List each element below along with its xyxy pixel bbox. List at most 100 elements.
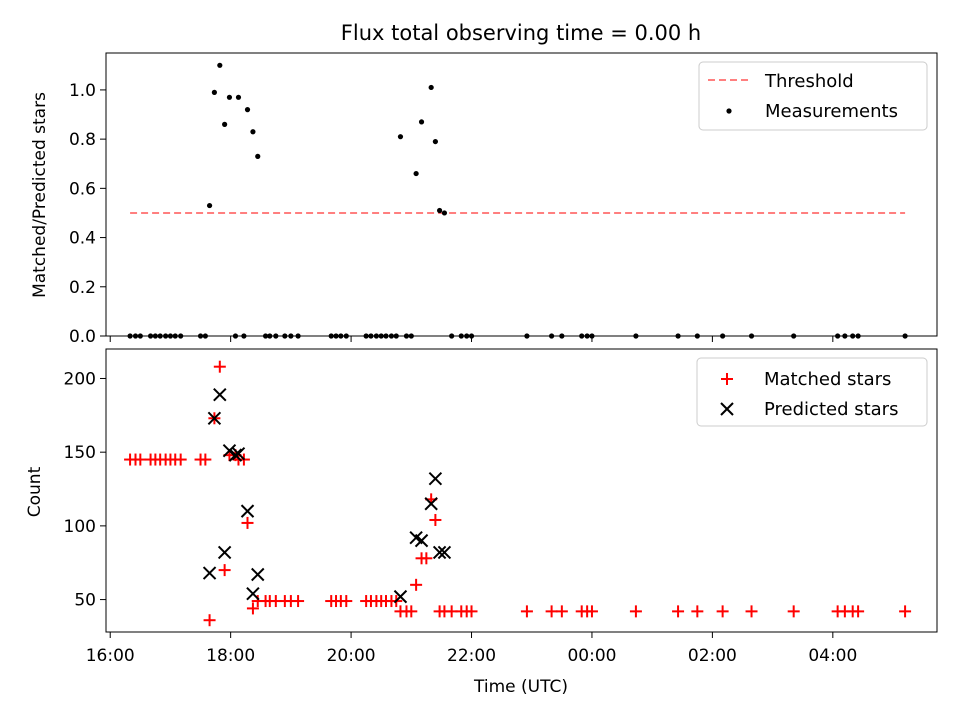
bottom-x-ticks: 16:00 18:00 20:00 22:00 00:00 02:00 04:00 [86, 632, 857, 666]
x-tick-label: 18:00 [206, 646, 255, 666]
y-tick-label: 150 [64, 443, 96, 463]
matched-star-point [241, 516, 254, 529]
top-legend: Threshold Measurements [698, 61, 928, 131]
measurement-point [250, 129, 256, 135]
matched-star-point [199, 453, 212, 466]
predicted-star-point [251, 567, 265, 582]
predicted-star-point [428, 472, 443, 486]
x-tick-label: 20:00 [327, 646, 376, 666]
bottom-y-axis-label: Count [25, 466, 45, 517]
y-tick-label: 100 [64, 517, 96, 537]
predicted-star-point [202, 566, 217, 580]
y-tick-label: 200 [64, 369, 96, 389]
matched-star-point [174, 453, 187, 466]
y-tick-label: 0.8 [69, 130, 96, 150]
legend-measurements-marker [726, 108, 732, 114]
matched-star-point [629, 605, 642, 618]
measurement-point [432, 138, 438, 145]
matched-star-point [899, 605, 912, 618]
predicted-star-point [217, 545, 232, 560]
measurement-point [211, 89, 217, 95]
measurement-point [397, 134, 404, 140]
measurement-point [441, 210, 448, 216]
predicted-star-point [228, 448, 243, 462]
top-axes-frame [105, 52, 938, 337]
measurement-point [235, 94, 242, 100]
matched-star-point [218, 564, 231, 577]
matched-star-point [405, 605, 418, 618]
matched-star-point [852, 605, 865, 618]
axes-top: 0.0 0.2 0.4 0.6 0.8 1.0 Matched/Predicted sta… [30, 52, 938, 347]
measurement-point [418, 119, 425, 125]
matched-star-point [555, 605, 568, 618]
matched-star-point [691, 605, 704, 618]
top-y-axis-label: Matched/Predicted stars [30, 92, 50, 298]
measurement-point [206, 202, 213, 209]
measurement-point [437, 207, 443, 214]
axes-bottom: 50 100 150 200 16:00 18:00 20:00 22:00 00:00 02:… [25, 348, 938, 697]
matched-star-point [745, 605, 758, 618]
y-tick-label: 0.4 [69, 229, 96, 249]
matched-star-point [672, 605, 685, 618]
x-tick-label: 00:00 [567, 646, 616, 666]
bottom-y-ticks: 50 100 150 200 [64, 369, 106, 611]
measurement-point [217, 62, 223, 68]
top-legend-box [698, 61, 928, 131]
matched-star-point [465, 605, 478, 618]
matched-star-point [520, 605, 533, 618]
x-tick-label: 22:00 [447, 646, 496, 666]
matched-star-point [585, 605, 598, 618]
y-tick-label: 0.0 [69, 327, 96, 347]
measurement-point [255, 153, 261, 159]
y-tick-label: 0.6 [69, 179, 96, 199]
legend-measurements-label: Measurements [765, 101, 898, 122]
bottom-axes-frame [105, 348, 938, 633]
predicted-star-point [213, 387, 227, 402]
predicted-star-point [246, 586, 260, 601]
matched-star-point [410, 578, 423, 591]
legend-predicted-label: Predicted stars [764, 399, 898, 420]
matched-star-point [203, 614, 216, 627]
top-y-ticks: 0.0 0.2 0.4 0.6 0.8 1.0 [69, 81, 106, 347]
matched-star-point [292, 595, 305, 608]
bottom-plot-area [124, 360, 912, 627]
measurement-point [222, 121, 228, 127]
matched-star-point [787, 605, 800, 618]
bottom-legend: Matched stars Predicted stars [696, 357, 928, 427]
top-x-ticks [109, 336, 834, 342]
predicted-star-point [432, 545, 447, 560]
chart-title: Flux total observing time = 0.00 h [341, 21, 701, 45]
predicted-star-point [393, 589, 408, 604]
matched-star-point [545, 605, 558, 618]
matched-star-point [420, 552, 433, 565]
measurement-point [244, 107, 251, 113]
measurement-point [413, 170, 419, 177]
y-tick-label: 0.2 [69, 278, 96, 298]
legend-matched-label: Matched stars [764, 369, 891, 390]
matched-star-point [134, 453, 147, 466]
matched-star-point [213, 360, 226, 373]
measurement-point [226, 94, 233, 100]
x-tick-label: 16:00 [86, 646, 135, 666]
predicted-star-point [222, 443, 237, 458]
matched-star-point [340, 595, 353, 608]
y-tick-label: 50 [74, 591, 96, 611]
matched-star-point [429, 513, 442, 526]
x-tick-label: 02:00 [688, 646, 737, 666]
predicted-star-point [414, 533, 429, 548]
legend-predicted-marker [720, 402, 734, 416]
matched-star-point [246, 602, 259, 615]
legend-matched-marker [721, 373, 733, 385]
measurement-point [428, 84, 434, 91]
predicted-star-point [240, 504, 255, 518]
predicted-star-point [207, 411, 222, 425]
predicted-star-point [437, 545, 452, 560]
bottom-x-axis-label: Time (UTC) [473, 677, 568, 697]
predicted-star-point [424, 497, 438, 511]
legend-threshold-label: Threshold [764, 71, 854, 92]
x-tick-label: 04:00 [808, 646, 857, 666]
bottom-legend-box [696, 357, 928, 427]
matched-star-point [716, 605, 729, 618]
predicted-star-point [231, 446, 246, 461]
